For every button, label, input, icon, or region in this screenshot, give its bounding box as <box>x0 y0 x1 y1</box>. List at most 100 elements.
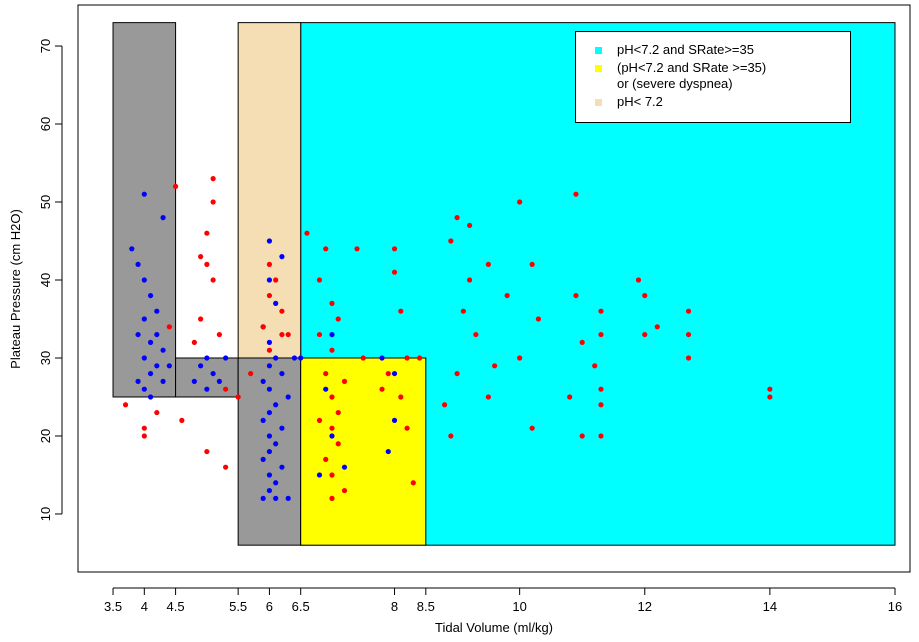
point <box>135 378 141 384</box>
point <box>517 199 523 205</box>
point <box>404 425 410 431</box>
point <box>341 487 348 494</box>
point <box>398 308 404 314</box>
point <box>285 495 291 501</box>
x-tick-label: 5.5 <box>229 599 247 614</box>
point <box>266 409 273 416</box>
point <box>266 472 273 478</box>
point <box>335 441 341 447</box>
point <box>266 363 273 369</box>
point <box>266 487 273 494</box>
point <box>210 176 216 182</box>
point <box>216 378 222 384</box>
x-tick-label: 8.5 <box>417 599 435 614</box>
point <box>767 394 773 400</box>
point <box>160 215 166 221</box>
point <box>166 363 172 369</box>
point <box>329 433 335 439</box>
point <box>273 402 279 408</box>
point <box>529 261 535 268</box>
point <box>404 355 410 361</box>
point <box>273 441 279 447</box>
point <box>360 355 366 361</box>
x-tick-label: 14 <box>763 599 777 614</box>
point <box>279 425 285 431</box>
point <box>329 495 335 501</box>
point <box>154 308 160 314</box>
point <box>204 261 210 268</box>
x-tick-label: 6.5 <box>292 599 310 614</box>
y-axis-title: Plateau Pressure (cm H2O) <box>8 209 23 369</box>
y-tick-label: 70 <box>38 39 53 53</box>
point <box>279 464 285 470</box>
point <box>198 254 204 260</box>
y-tick-label: 10 <box>38 507 53 521</box>
point <box>248 370 254 377</box>
point <box>573 191 579 197</box>
point <box>266 448 273 455</box>
region <box>237 22 302 359</box>
point <box>216 331 222 338</box>
legend-label: pH< 7.2 <box>617 94 663 109</box>
point <box>191 378 197 384</box>
point <box>141 316 147 322</box>
point <box>598 308 604 314</box>
point <box>454 370 460 377</box>
point <box>767 386 773 392</box>
point <box>266 292 273 299</box>
point <box>385 370 391 377</box>
legend-swatch <box>595 99 602 106</box>
x-tick-label: 6 <box>266 599 273 614</box>
point <box>266 347 273 353</box>
point <box>166 324 172 330</box>
point <box>329 331 335 338</box>
point <box>592 363 598 369</box>
point <box>341 464 348 470</box>
point <box>441 402 448 408</box>
point <box>379 386 385 392</box>
point <box>685 355 692 361</box>
point <box>323 386 329 392</box>
point <box>129 246 135 252</box>
legend-swatch <box>595 65 602 72</box>
point <box>416 355 423 361</box>
point <box>141 425 147 431</box>
point <box>204 386 210 392</box>
point <box>329 300 335 306</box>
point <box>154 363 160 369</box>
point <box>642 331 648 338</box>
point <box>448 433 454 439</box>
point <box>391 269 398 275</box>
point <box>535 316 542 322</box>
point <box>266 433 273 439</box>
point <box>685 308 692 314</box>
point <box>266 386 273 392</box>
point <box>266 238 273 244</box>
point <box>685 331 692 338</box>
point <box>285 331 291 338</box>
point <box>147 292 154 299</box>
point <box>198 363 204 369</box>
point <box>273 300 279 306</box>
point <box>329 347 335 353</box>
point <box>122 402 129 408</box>
point <box>341 378 348 384</box>
point <box>529 425 535 431</box>
point <box>579 339 585 345</box>
point <box>391 417 398 423</box>
point <box>298 355 304 361</box>
point <box>198 316 204 322</box>
point <box>147 370 154 377</box>
point <box>223 464 229 470</box>
x-tick-label: 4.5 <box>167 599 185 614</box>
point <box>273 495 279 501</box>
point <box>141 355 147 361</box>
point <box>492 363 498 369</box>
point <box>210 199 216 205</box>
point <box>191 339 197 345</box>
point <box>460 308 466 314</box>
point <box>379 355 385 361</box>
x-axis-title: Tidal Volume (ml/kg) <box>435 620 553 635</box>
point <box>273 480 279 486</box>
point <box>473 331 479 338</box>
